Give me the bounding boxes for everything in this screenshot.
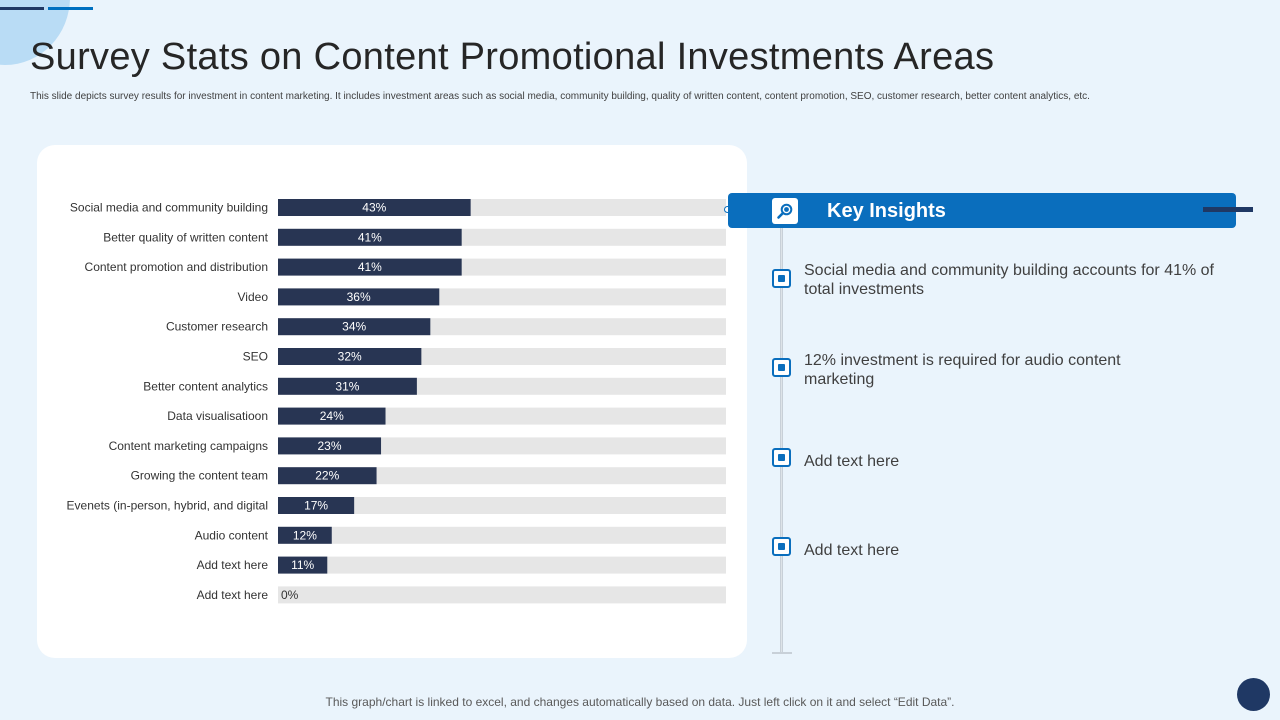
insight-bullet [772,269,791,288]
bar-track [278,556,726,574]
category-label: Better quality of written content [103,230,268,244]
insight-item: Add text here [804,453,900,470]
category-label: Add text here [197,558,269,572]
bar[interactable] [278,348,422,365]
insight-item: Social media and community building acco… [804,262,1214,298]
bar[interactable] [278,199,471,216]
bar[interactable] [278,288,440,306]
insights-timeline [780,228,783,654]
bar[interactable] [278,526,332,544]
bar[interactable] [278,556,328,574]
top-accent-bar-dark [0,7,44,10]
bar-value-label: 22% [315,469,339,483]
insights-title: Key Insights [827,200,946,222]
bar-value-label: 41% [358,230,382,244]
bar[interactable] [278,467,377,485]
insights-header-dash [1203,207,1253,212]
bar[interactable] [278,377,417,395]
bar-track [278,407,726,425]
bar-value-label: 34% [342,320,366,334]
bar-value-label: 41% [358,260,382,274]
insights-header: Key Insights [728,193,1236,228]
bar[interactable] [278,228,462,246]
bar-track [278,437,726,455]
bar-value-label: 32% [338,350,362,364]
category-label: Video [238,290,269,304]
footer-note: This graph/chart is linked to excel, and… [325,695,955,709]
bar-value-label: 12% [293,528,317,542]
bar-value-label: 0% [281,588,299,602]
bar-value-label: 11% [291,558,314,572]
insights-timeline-foot [772,652,792,654]
bar-value-label: 17% [304,499,328,513]
magnifier-icon [772,198,798,224]
insight-bullet [772,537,791,556]
bar[interactable] [278,258,462,276]
bar-track [278,467,726,485]
category-label: Social media and community building [70,201,268,215]
bar-chart[interactable]: Social media and community building 43% Be… [37,145,747,658]
bar-value-label: 24% [320,409,344,423]
bar-value-label: 36% [347,290,371,304]
category-label: Add text here [197,588,269,602]
bar-value-label: 23% [318,439,342,453]
insight-item: Add text here [804,542,900,559]
bar-value-label: 31% [335,379,359,393]
category-label: Evenets (in-person, hybrid, and digital [67,499,268,513]
bar[interactable] [278,318,431,336]
bar[interactable] [278,407,386,425]
bar-track [278,497,726,514]
category-label: Audio content [195,528,269,542]
bar-track [278,526,726,544]
bar-track [278,586,726,604]
bar-value-label: 43% [362,201,386,215]
top-accent-bar-blue [48,7,93,10]
category-label: Content promotion and distribution [85,260,268,274]
insight-item: 12% investment is required for audio con… [804,352,1121,388]
corner-decoration-dot [1237,678,1270,711]
category-label: Growing the content team [131,469,268,483]
page-subtitle: This slide depicts survey results for in… [30,91,1090,102]
category-label: Customer research [166,320,268,334]
page-title: Survey Stats on Content Promotional Inve… [30,36,995,78]
category-label: Data visualisatioon [167,409,268,423]
category-label: SEO [243,350,268,364]
chart-card: Social media and community building 43% Be… [37,145,747,658]
category-label: Content marketing campaigns [109,439,268,453]
insight-bullet [772,448,791,467]
bar[interactable] [278,497,355,514]
category-label: Better content analytics [143,379,268,393]
insight-bullet [772,358,791,377]
bar[interactable] [278,437,382,455]
